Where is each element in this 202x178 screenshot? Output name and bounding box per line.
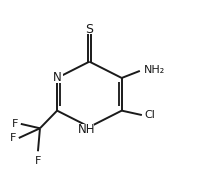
Text: F: F (10, 133, 16, 143)
Text: Cl: Cl (144, 110, 154, 120)
Text: NH: NH (78, 123, 95, 136)
FancyBboxPatch shape (51, 73, 62, 83)
Text: F: F (12, 119, 18, 129)
FancyBboxPatch shape (78, 124, 94, 135)
Text: F: F (35, 156, 41, 166)
Text: NH₂: NH₂ (143, 65, 164, 75)
Text: S: S (85, 23, 93, 36)
Text: N: N (53, 71, 61, 85)
